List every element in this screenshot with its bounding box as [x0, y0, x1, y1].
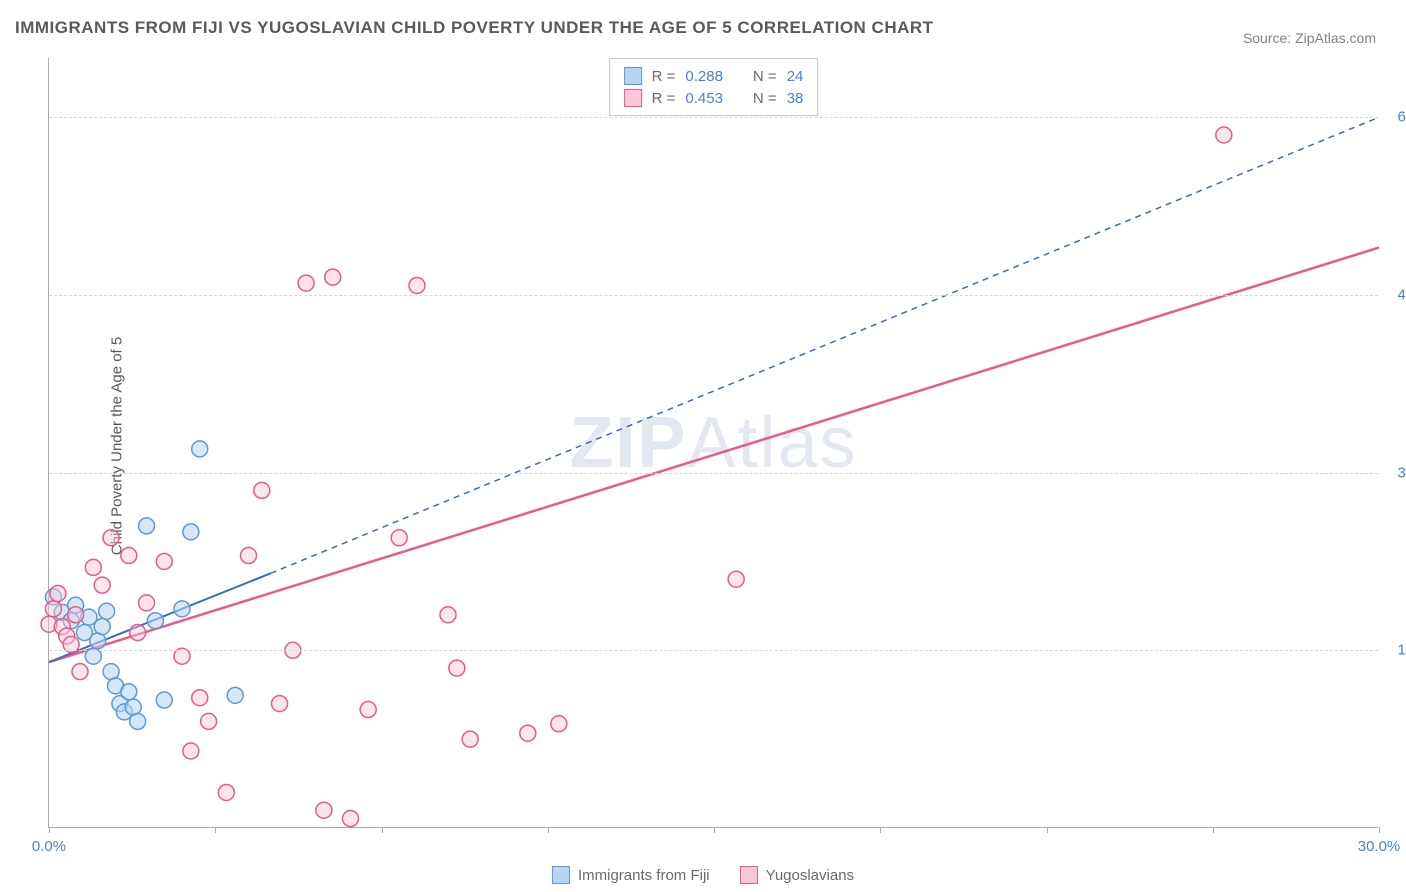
data-point [183, 524, 199, 540]
x-tick-label: 0.0% [32, 838, 66, 855]
y-tick-label: 60.0% [1397, 109, 1406, 126]
chart-title: IMMIGRANTS FROM FIJI VS YUGOSLAVIAN CHIL… [15, 18, 934, 38]
data-point [147, 613, 163, 629]
data-point [254, 482, 270, 498]
legend-row-yugoslavian: R = 0.453 N = 38 [624, 87, 804, 109]
data-point [103, 530, 119, 546]
data-point [99, 603, 115, 619]
data-point [449, 660, 465, 676]
data-point [218, 784, 234, 800]
x-tick [49, 827, 50, 833]
legend-row-fiji: R = 0.288 N = 24 [624, 65, 804, 87]
data-point [298, 275, 314, 291]
x-tick [1047, 827, 1048, 833]
x-tick [880, 827, 881, 833]
gridline [49, 473, 1378, 474]
x-tick [382, 827, 383, 833]
data-point [192, 441, 208, 457]
data-point [520, 725, 536, 741]
data-point [462, 731, 478, 747]
data-point [551, 716, 567, 732]
data-point [50, 585, 66, 601]
data-point [272, 696, 288, 712]
legend-swatch-icon [552, 866, 570, 884]
gridline [49, 295, 1378, 296]
data-point [72, 664, 88, 680]
data-point [139, 595, 155, 611]
plot-area: ZIPAtlas R = 0.288 N = 24 R = 0.453 N = … [48, 58, 1378, 828]
data-point [1216, 127, 1232, 143]
data-point [241, 548, 257, 564]
correlation-legend: R = 0.288 N = 24 R = 0.453 N = 38 [609, 58, 819, 116]
data-point [130, 625, 146, 641]
legend-swatch-yugoslavian [624, 89, 642, 107]
legend-item-yugoslavian: Yugoslavians [740, 866, 854, 884]
data-point [68, 607, 84, 623]
series-legend: Immigrants from Fiji Yugoslavians [552, 866, 854, 884]
data-point [94, 577, 110, 593]
data-point [316, 802, 332, 818]
source-label: Source: ZipAtlas.com [1243, 30, 1376, 46]
data-point [85, 559, 101, 575]
x-tick [548, 827, 549, 833]
data-point [192, 690, 208, 706]
data-point [227, 687, 243, 703]
data-point [409, 277, 425, 293]
data-point [360, 702, 376, 718]
data-point [45, 601, 61, 617]
gridline [49, 117, 1378, 118]
data-point [94, 619, 110, 635]
data-point [325, 269, 341, 285]
data-point [139, 518, 155, 534]
y-tick-label: 45.0% [1397, 286, 1406, 303]
data-point [130, 713, 146, 729]
data-point [174, 601, 190, 617]
x-tick [1379, 827, 1380, 833]
data-point [201, 713, 217, 729]
chart-container: IMMIGRANTS FROM FIJI VS YUGOSLAVIAN CHIL… [0, 0, 1406, 892]
data-point [121, 548, 137, 564]
x-tick [215, 827, 216, 833]
gridline [49, 650, 1378, 651]
data-point [342, 811, 358, 827]
data-point [121, 684, 137, 700]
legend-item-fiji: Immigrants from Fiji [552, 866, 710, 884]
x-tick-label: 30.0% [1358, 838, 1401, 855]
x-tick [714, 827, 715, 833]
legend-swatch-icon [740, 866, 758, 884]
data-point [728, 571, 744, 587]
x-tick [1213, 827, 1214, 833]
legend-swatch-fiji [624, 67, 642, 85]
data-point [440, 607, 456, 623]
y-tick-label: 15.0% [1397, 642, 1406, 659]
data-point [183, 743, 199, 759]
y-tick-label: 30.0% [1397, 464, 1406, 481]
data-point [391, 530, 407, 546]
data-point [156, 692, 172, 708]
data-point [156, 553, 172, 569]
scatter-plot [49, 58, 1378, 827]
